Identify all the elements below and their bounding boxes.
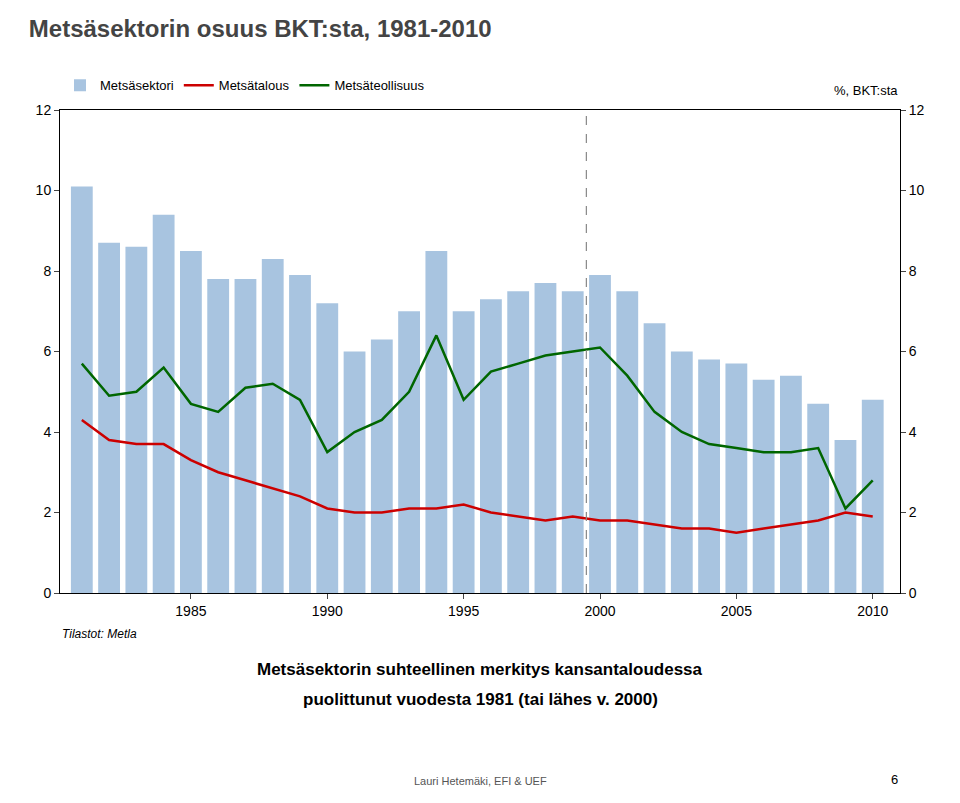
- svg-text:Lauri Hetemäki, EFI & UEF: Lauri Hetemäki, EFI & UEF: [414, 775, 547, 787]
- svg-text:2: 2: [909, 504, 917, 520]
- svg-text:Metsäsektorin suhteellinen mer: Metsäsektorin suhteellinen merkitys kans…: [257, 660, 703, 679]
- svg-text:puolittunut vuodesta 1981 (tai: puolittunut vuodesta 1981 (tai lähes v. …: [303, 690, 658, 709]
- svg-text:Metsäsektorin osuus BKT:sta, 1: Metsäsektorin osuus BKT:sta, 1981-2010: [29, 15, 492, 42]
- svg-text:2: 2: [43, 504, 51, 520]
- svg-text:6: 6: [43, 343, 51, 359]
- svg-text:0: 0: [909, 585, 917, 601]
- svg-text:12: 12: [36, 102, 52, 118]
- svg-text:6: 6: [891, 772, 898, 787]
- svg-text:6: 6: [909, 343, 917, 359]
- svg-text:0: 0: [43, 585, 51, 601]
- svg-text:Metsäsektori: Metsäsektori: [100, 78, 174, 93]
- svg-text:4: 4: [909, 424, 917, 440]
- svg-text:2000: 2000: [584, 603, 615, 619]
- svg-text:10: 10: [909, 182, 925, 198]
- svg-text:12: 12: [909, 102, 925, 118]
- svg-text:2010: 2010: [857, 603, 888, 619]
- svg-text:10: 10: [36, 182, 52, 198]
- svg-text:Metsäteollisuus: Metsäteollisuus: [334, 78, 424, 93]
- svg-text:%, BKT:sta: %, BKT:sta: [834, 83, 898, 98]
- svg-text:Metsätalous: Metsätalous: [219, 78, 290, 93]
- svg-text:1995: 1995: [448, 603, 479, 619]
- svg-text:4: 4: [43, 424, 51, 440]
- svg-text:Tilastot: Metla: Tilastot: Metla: [62, 627, 137, 641]
- svg-text:1990: 1990: [312, 603, 343, 619]
- svg-text:8: 8: [909, 263, 917, 279]
- svg-text:1985: 1985: [175, 603, 206, 619]
- svg-text:2005: 2005: [721, 603, 752, 619]
- svg-text:8: 8: [43, 263, 51, 279]
